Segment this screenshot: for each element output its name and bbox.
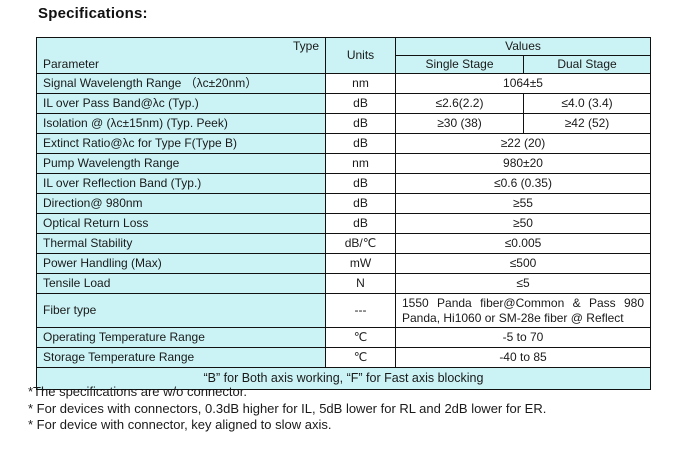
single-stage-value-cell: ≥30 (38): [395, 113, 524, 134]
dual-stage-value-cell: ≤4.0 (3.4): [523, 93, 651, 114]
parameter-cell: IL over Reflection Band (Typ.): [36, 173, 326, 194]
value-cell: ≤500: [395, 253, 651, 274]
parameter-cell: Operating Temperature Range: [36, 327, 326, 348]
value-cell: ≥55: [395, 193, 651, 214]
parameter-cell: Power Handling (Max): [36, 253, 326, 274]
units-cell: ---: [325, 293, 396, 328]
parameter-cell: IL over Pass Band@λc (Typ.): [36, 93, 326, 114]
value-cell: ≤0.6 (0.35): [395, 173, 651, 194]
value-cell: ≥50: [395, 213, 651, 234]
units-cell: dB: [325, 173, 396, 194]
value-cell: 1064±5: [395, 73, 651, 94]
units-cell: dB: [325, 93, 396, 114]
footnote-line: * For devices with connectors, 0.3dB hig…: [28, 400, 547, 416]
table-subheader-row: Single Stage Dual Stage: [37, 55, 651, 74]
specifications-table: Type Parameter Units Values Single Stage…: [36, 37, 651, 390]
parameter-cell: Extinct Ratio@λc for Type F(Type B): [36, 133, 326, 154]
parameter-cell: Direction@ 980nm: [36, 193, 326, 214]
units-cell: nm: [325, 153, 396, 174]
axis-note-cell: “B” for Both axis working, “F” for Fast …: [36, 367, 651, 390]
units-cell: ℃: [325, 327, 396, 348]
parameter-cell: Optical Return Loss: [36, 213, 326, 234]
value-cell: ≤5: [395, 273, 651, 294]
single-stage-header-cell: Single Stage: [395, 55, 524, 74]
table-row: Direction@ 980nm dB ≥55: [36, 193, 651, 214]
units-cell: N: [325, 273, 396, 294]
table-footer-note-row: “B” for Both axis working, “F” for Fast …: [36, 367, 651, 390]
parameter-cell: Signal Wavelength Range （λc±20nm）: [36, 73, 326, 94]
table-row: Thermal Stability dB/℃ ≤0.005: [36, 233, 651, 254]
page-title: Specifications:: [38, 5, 148, 22]
table-row: Isolation @ (λc±15nm) (Typ. Peek) dB ≥30…: [36, 113, 651, 134]
units-cell: dB: [325, 213, 396, 234]
type-header-label: Type: [292, 39, 319, 53]
units-cell: dB: [325, 193, 396, 214]
value-cell: 980±20: [395, 153, 651, 174]
units-cell: dB: [325, 113, 396, 134]
parameter-cell: Storage Temperature Range: [36, 347, 326, 368]
table-row: Storage Temperature Range ℃ -40 to 85: [36, 347, 651, 368]
single-stage-value-cell: ≤2.6(2.2): [395, 93, 524, 114]
table-row: Pump Wavelength Range nm 980±20: [36, 153, 651, 174]
table-row-fiber-type: Fiber type --- 1550 Panda fiber@Common &…: [36, 293, 651, 328]
parameter-cell: Tensile Load: [36, 273, 326, 294]
parameter-cell: Thermal Stability: [36, 233, 326, 254]
value-cell: 1550 Panda fiber@Common & Pass 980 Panda…: [395, 293, 651, 328]
parameter-cell: Fiber type: [36, 293, 326, 328]
value-cell: -5 to 70: [395, 327, 651, 348]
table-row: Optical Return Loss dB ≥50: [36, 213, 651, 234]
table-row: Operating Temperature Range ℃ -5 to 70: [36, 327, 651, 348]
dual-stage-value-cell: ≥42 (52): [523, 113, 651, 134]
table-row: IL over Reflection Band (Typ.) dB ≤0.6 (…: [36, 173, 651, 194]
footnotes: *The specifications are w/o connector. *…: [28, 384, 546, 434]
units-cell: dB: [325, 133, 396, 154]
units-cell: ℃: [325, 347, 396, 368]
table-row: Extinct Ratio@λc for Type F(Type B) dB ≥…: [36, 133, 651, 154]
parameter-cell: Isolation @ (λc±15nm) (Typ. Peek): [36, 113, 326, 134]
type-parameter-header-cell: Type Parameter: [36, 37, 326, 74]
table-header-row: Type Parameter Units Values: [36, 37, 651, 74]
value-cell: -40 to 85: [395, 347, 651, 368]
footnote-line: *The specifications are w/o connector.: [28, 384, 247, 399]
table-row: IL over Pass Band@λc (Typ.) dB ≤2.6(2.2)…: [36, 93, 651, 114]
parameter-cell: Pump Wavelength Range: [36, 153, 326, 174]
parameter-header-label: Parameter: [43, 57, 100, 71]
footnote-line: * For device with connector, key aligned…: [28, 417, 332, 432]
value-cell: ≥22 (20): [395, 133, 651, 154]
table-row: Tensile Load N ≤5: [36, 273, 651, 294]
dual-stage-header-cell: Dual Stage: [523, 55, 651, 74]
value-cell: ≤0.005: [395, 233, 651, 254]
table-row: Power Handling (Max) mW ≤500: [36, 253, 651, 274]
units-cell: nm: [325, 73, 396, 94]
units-header-cell: Units: [325, 37, 396, 74]
units-cell: mW: [325, 253, 396, 274]
units-cell: dB/℃: [325, 233, 396, 254]
table-row: Signal Wavelength Range （λc±20nm） nm 106…: [36, 73, 651, 94]
values-header-cell: Values: [395, 37, 651, 56]
